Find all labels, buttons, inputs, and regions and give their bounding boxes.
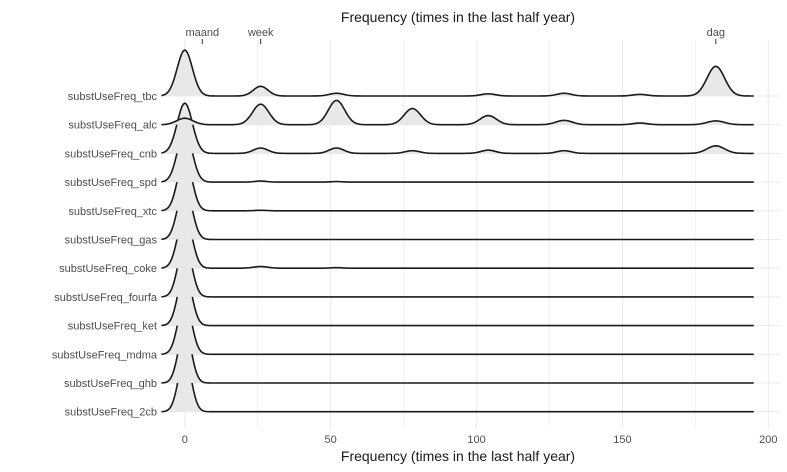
y-axis-label: substUseFreq_ghb xyxy=(64,378,157,390)
ridge-substUseFreq_mdma xyxy=(161,299,754,356)
ridge-line xyxy=(161,155,754,212)
ridge-line xyxy=(161,270,754,327)
top-axis-label: maand xyxy=(185,27,219,39)
ridge-fill xyxy=(161,271,754,326)
top-axis-labels: maand week dag xyxy=(185,27,725,44)
ridge-substUseFreq_ghb xyxy=(161,327,754,384)
ridge-line xyxy=(161,49,754,97)
x-axis-ticks: 0 50 100 150 200 xyxy=(182,434,778,446)
x-tick-label: 200 xyxy=(759,434,777,446)
x-tick-label: 50 xyxy=(325,434,337,446)
ridge-substUseFreq_2cb xyxy=(161,356,754,413)
y-axis-label: substUseFreq_fourfa xyxy=(54,292,158,304)
ridge-substUseFreq_tbc xyxy=(161,49,754,97)
ridge-fill xyxy=(161,100,754,125)
y-axis-label: substUseFreq_cnb xyxy=(65,148,157,160)
x-tick-label: 150 xyxy=(613,434,631,446)
ridge-line xyxy=(161,102,754,155)
x-tick-label: 100 xyxy=(467,434,485,446)
ridge-fill xyxy=(161,103,754,154)
ridge-line xyxy=(161,327,754,384)
ridge-substUseFreq_cnb xyxy=(161,102,754,155)
ridge-fill xyxy=(161,329,754,383)
ridge-fill xyxy=(161,242,754,297)
ridge-fill xyxy=(161,156,754,211)
ridge-line xyxy=(161,184,754,241)
ridge-substUseFreq_xtc xyxy=(161,155,754,212)
x-axis-title: Frequency (times in the last half year) xyxy=(341,448,575,464)
ridge-line xyxy=(161,241,754,298)
y-axis-label: substUseFreq_2cb xyxy=(65,407,157,419)
y-axis-label: substUseFreq_spd xyxy=(65,177,157,189)
ridge-fill xyxy=(161,50,754,96)
grid xyxy=(160,40,780,428)
y-axis-label: substUseFreq_gas xyxy=(65,235,158,247)
ridge-fill xyxy=(161,357,754,412)
y-axis-label: substUseFreq_ket xyxy=(68,321,157,333)
ridge-line xyxy=(161,299,754,356)
y-axis-labels: substUseFreq_2cb substUseFreq_ghb substUse… xyxy=(52,91,158,419)
ridge-fill xyxy=(161,300,754,355)
top-axis-label: week xyxy=(247,27,274,39)
ridge-substUseFreq_spd xyxy=(161,129,754,183)
ridge-fill xyxy=(161,130,754,183)
x-tick-label: 0 xyxy=(182,434,188,446)
y-axis-label: substUseFreq_xtc xyxy=(68,206,157,218)
y-axis-label: substUseFreq_mdma xyxy=(52,349,158,361)
ridge-line xyxy=(161,99,754,126)
ridge-line xyxy=(161,129,754,183)
ridge-substUseFreq_gas xyxy=(161,184,754,241)
ridge-substUseFreq_alc xyxy=(161,99,754,126)
ridge-line xyxy=(161,213,754,269)
ridge-substUseFreq_fourfa xyxy=(161,241,754,298)
ridge-fill xyxy=(161,185,754,240)
ridge-substUseFreq_ket xyxy=(161,270,754,327)
ridges xyxy=(161,49,754,413)
top-axis-title: Frequency (times in the last half year) xyxy=(341,9,575,25)
ridge-fill xyxy=(161,214,754,269)
y-axis-label: substUseFreq_alc xyxy=(68,120,157,132)
top-axis-label: dag xyxy=(707,27,725,39)
ridge-substUseFreq_coke xyxy=(161,213,754,269)
ridge-line xyxy=(161,356,754,413)
y-axis-label: substUseFreq_tbc xyxy=(68,91,158,103)
y-axis-label: substUseFreq_coke xyxy=(59,263,157,275)
